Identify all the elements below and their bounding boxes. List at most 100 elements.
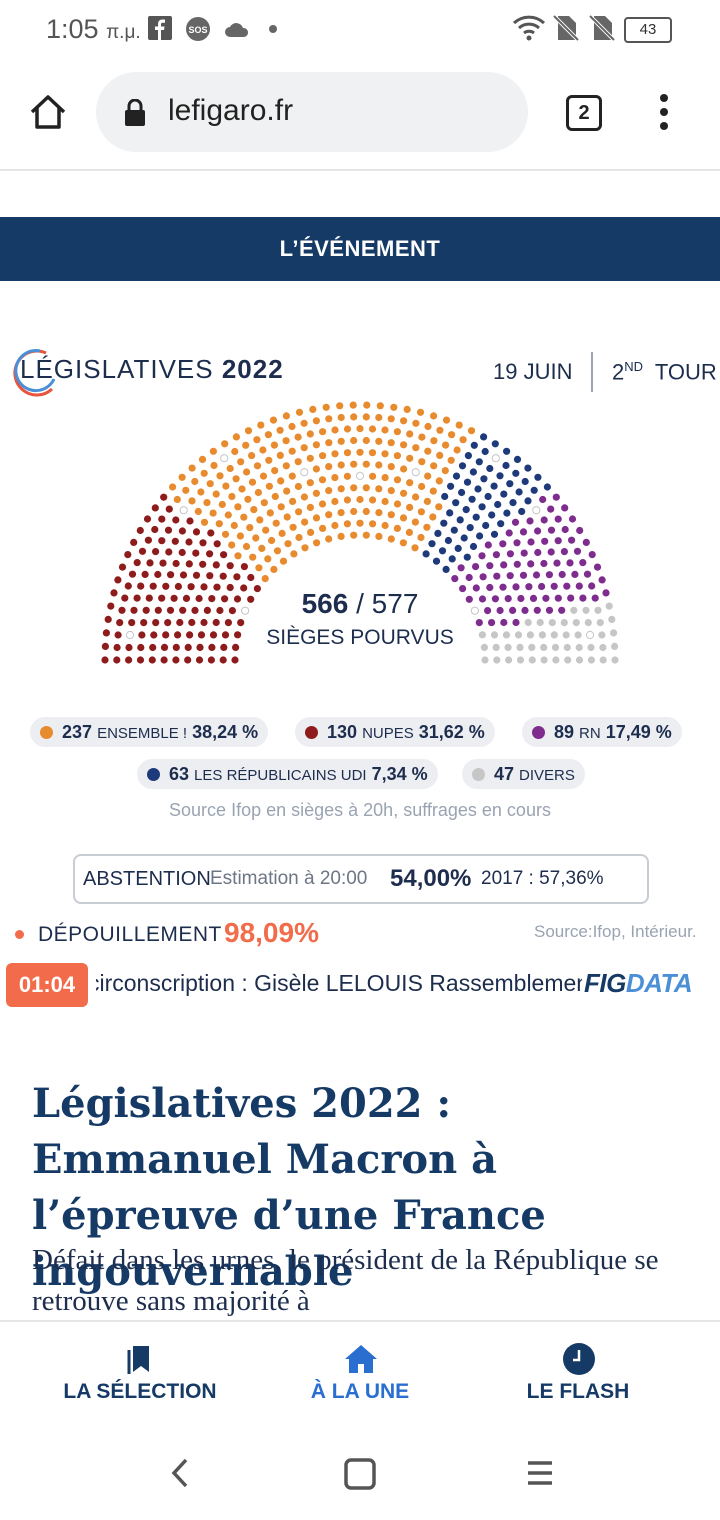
- seat: [430, 462, 438, 470]
- seat: [511, 518, 520, 526]
- seat: [226, 562, 234, 570]
- seat: [405, 528, 413, 536]
- seat: [312, 514, 321, 522]
- back-icon[interactable]: [168, 1456, 192, 1490]
- header-divider: [591, 352, 593, 392]
- seat: [356, 519, 364, 527]
- seat: [435, 477, 443, 485]
- seat: [206, 480, 214, 488]
- seat: [481, 656, 489, 664]
- seat: [572, 619, 580, 627]
- seat: [393, 452, 401, 460]
- seat: [137, 643, 145, 652]
- seat: [306, 503, 314, 511]
- seat: [417, 508, 425, 516]
- seat: [312, 489, 320, 497]
- tabs-button[interactable]: 2: [566, 95, 602, 131]
- seat: [411, 468, 420, 477]
- article-lede: Défait dans les urnes, le président de l…: [32, 1244, 659, 1317]
- seat: [543, 483, 552, 491]
- legislatives-logo-icon: [13, 349, 56, 397]
- seat: [198, 455, 207, 463]
- seat: [472, 513, 480, 521]
- seat: [259, 472, 268, 480]
- seat: [151, 504, 159, 512]
- seat: [151, 525, 159, 534]
- seat: [207, 529, 215, 537]
- seat: [528, 643, 536, 651]
- seat: [412, 419, 420, 427]
- event-banner[interactable]: L’ÉVÉNEMENT: [0, 217, 720, 281]
- seat: [194, 507, 202, 516]
- seat: [611, 642, 619, 650]
- seat: [486, 583, 494, 592]
- seat: [548, 619, 556, 627]
- seat: [256, 516, 264, 524]
- seat: [429, 513, 437, 521]
- recents-icon[interactable]: [525, 1458, 555, 1488]
- seat: [237, 619, 245, 627]
- seat: [343, 472, 351, 480]
- article-headline[interactable]: Législatives 2022 : Emmanuel Macron à l’…: [32, 1080, 546, 1295]
- seat: [545, 606, 554, 614]
- seat: [185, 560, 193, 568]
- seat: [276, 451, 284, 459]
- seat: [160, 656, 168, 664]
- seat: [540, 643, 548, 651]
- seat: [465, 595, 473, 603]
- seat: [602, 589, 610, 597]
- home-square-icon[interactable]: [342, 1456, 378, 1492]
- seat: [221, 595, 229, 603]
- seat: [375, 461, 383, 469]
- seat: [257, 421, 265, 429]
- menu-dots-icon[interactable]: [654, 94, 674, 130]
- seat: [480, 643, 488, 651]
- ticker-text[interactable]: circonscription : Gisèle LELOUIS Rassemb…: [96, 970, 582, 996]
- seat: [261, 575, 269, 583]
- nav-label: LA SÉLECTION: [63, 1380, 217, 1403]
- seat: [216, 606, 224, 615]
- cloud-icon: [225, 23, 249, 37]
- nav-a-la-une[interactable]: À LA UNE: [240, 1322, 480, 1426]
- home-icon[interactable]: [28, 92, 68, 132]
- seat: [496, 606, 504, 615]
- seat: [488, 619, 496, 627]
- legend-rn: 89 RN 17,49 %: [522, 717, 682, 747]
- seat: [337, 532, 345, 540]
- seat: [238, 485, 246, 493]
- seat: [300, 419, 308, 427]
- seat: [136, 656, 145, 664]
- seat: [343, 425, 352, 433]
- nav-le-flash[interactable]: LE FLASH: [458, 1322, 698, 1426]
- seat: [424, 447, 432, 455]
- seat: [213, 583, 221, 591]
- seat: [276, 426, 284, 434]
- seat: [470, 606, 479, 615]
- seat: [228, 607, 236, 615]
- seat: [222, 482, 230, 490]
- seat: [436, 451, 444, 459]
- seat: [277, 477, 285, 485]
- divider: [0, 169, 720, 171]
- url-bar[interactable]: lefigaro.fr: [96, 72, 528, 152]
- seat: [252, 534, 260, 542]
- seat: [265, 456, 273, 464]
- seat: [571, 570, 579, 578]
- seat: [319, 524, 327, 532]
- seat: [118, 606, 126, 614]
- seat: [496, 472, 504, 480]
- seat: [102, 629, 110, 637]
- seat: [368, 425, 377, 433]
- nav-la-selection[interactable]: LA SÉLECTION: [20, 1322, 260, 1426]
- seat: [325, 439, 333, 447]
- seat: [513, 455, 522, 463]
- seat: [237, 458, 245, 466]
- seat: [369, 472, 377, 480]
- seat: [318, 476, 327, 484]
- seat: [137, 582, 145, 590]
- seat: [255, 564, 263, 572]
- ticker-time: 01:04: [6, 963, 88, 1007]
- seat: [152, 548, 160, 556]
- seat: [289, 523, 297, 531]
- seat: [128, 570, 137, 578]
